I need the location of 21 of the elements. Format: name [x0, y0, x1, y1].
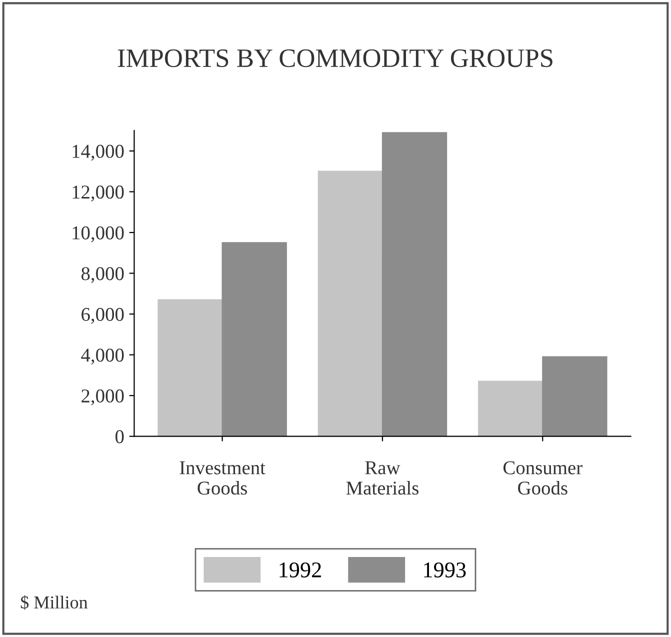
y-tick-label: 8,000: [81, 267, 124, 284]
x-tick-label: Investment Goods: [180, 461, 266, 495]
bar: [318, 170, 384, 436]
bar: [382, 132, 448, 436]
legend-label: 1992: [280, 562, 321, 578]
x-tick-label: Consumer Goods: [503, 461, 582, 495]
y-tick-label: 12,000: [72, 186, 124, 202]
x-tick-label: Raw Materials: [346, 461, 418, 495]
y-tick-label: 6,000: [82, 308, 124, 324]
y-tick-label: 10,000: [72, 226, 124, 242]
bar: [222, 242, 287, 436]
y-tick-label: 2,000: [82, 389, 124, 406]
chart-title: IMPORTS BY COMMODITY GROUPS: [118, 49, 552, 68]
bar: [542, 356, 608, 436]
bar: [478, 380, 544, 436]
text: $ Million: [20, 595, 88, 610]
legend-label: 1993: [424, 562, 466, 578]
y-tick-label: 4,000: [81, 348, 124, 365]
y-tick-label: 14,000: [72, 144, 124, 161]
y-tick-label: 0: [115, 430, 124, 444]
bar: [158, 299, 223, 436]
